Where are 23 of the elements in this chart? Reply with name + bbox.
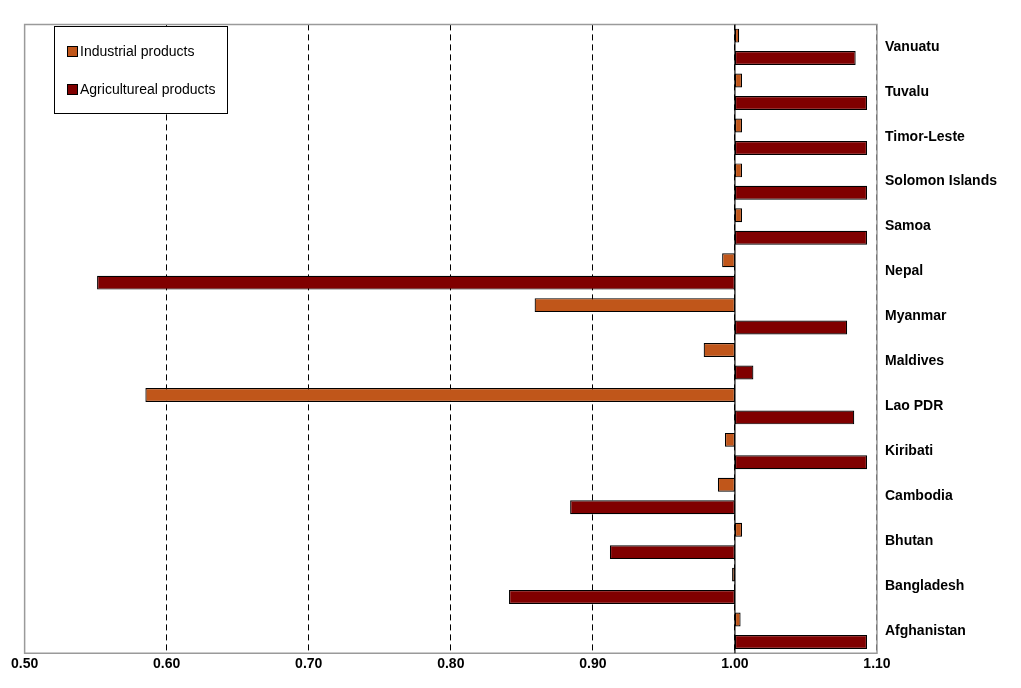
y-tick-label: Lao PDR bbox=[884, 397, 944, 414]
x-tick-label: 0.50 bbox=[11, 655, 39, 672]
y-tick-label: Bhutan bbox=[884, 531, 934, 548]
x-tick-label: 1.10 bbox=[863, 655, 891, 672]
y-tick-label: Myanmar bbox=[884, 307, 948, 324]
x-tick-label: 0.80 bbox=[437, 655, 465, 672]
x-tick-label: 1.00 bbox=[721, 655, 749, 672]
y-tick-label: Maldives bbox=[884, 352, 945, 369]
y-tick-label: Samoa bbox=[884, 217, 932, 234]
y-tick-label: Timor-Leste bbox=[884, 127, 966, 144]
x-tick-label: 0.90 bbox=[579, 655, 607, 672]
y-tick-label: Nepal bbox=[884, 262, 924, 279]
x-tick-label: 0.70 bbox=[295, 655, 323, 672]
y-tick-label: Kiribati bbox=[884, 441, 934, 458]
legend-label: Industrial products bbox=[80, 43, 195, 59]
y-tick-label: Cambodia bbox=[884, 486, 953, 503]
x-tick-label: 0.60 bbox=[153, 655, 181, 672]
y-tick-label: Vanuatu bbox=[884, 37, 940, 54]
y-tick-label: Solomon Islands bbox=[884, 172, 998, 189]
y-tick-label: Bangladesh bbox=[884, 576, 965, 593]
legend-label: Agricultureal products bbox=[80, 81, 216, 97]
y-tick-label: Tuvalu bbox=[884, 82, 930, 99]
y-tick-label: Afghanistan bbox=[884, 621, 966, 638]
